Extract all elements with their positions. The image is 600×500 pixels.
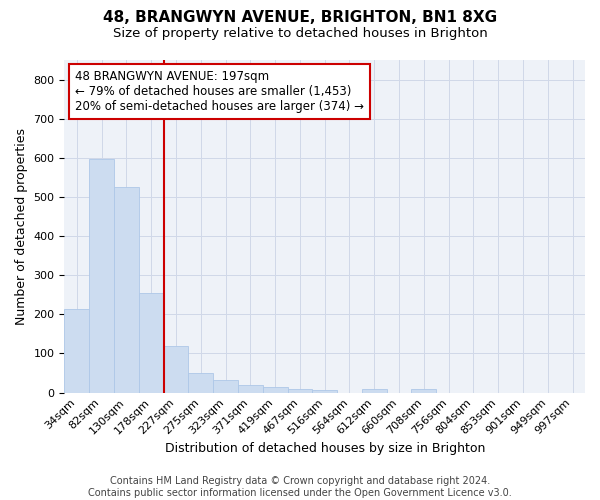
Bar bbox=[114, 187, 139, 392]
Bar bbox=[238, 385, 263, 392]
Bar bbox=[362, 390, 386, 392]
Bar bbox=[188, 373, 213, 392]
Bar bbox=[313, 390, 337, 392]
Bar bbox=[412, 390, 436, 392]
Text: 48 BRANGWYN AVENUE: 197sqm
← 79% of detached houses are smaller (1,453)
20% of s: 48 BRANGWYN AVENUE: 197sqm ← 79% of deta… bbox=[75, 70, 364, 113]
Bar bbox=[263, 386, 287, 392]
Bar bbox=[164, 346, 188, 393]
Text: Size of property relative to detached houses in Brighton: Size of property relative to detached ho… bbox=[113, 28, 487, 40]
Text: Contains HM Land Registry data © Crown copyright and database right 2024.
Contai: Contains HM Land Registry data © Crown c… bbox=[88, 476, 512, 498]
Bar bbox=[287, 388, 313, 392]
X-axis label: Distribution of detached houses by size in Brighton: Distribution of detached houses by size … bbox=[164, 442, 485, 455]
Bar bbox=[213, 380, 238, 392]
Bar bbox=[139, 293, 164, 392]
Y-axis label: Number of detached properties: Number of detached properties bbox=[15, 128, 28, 325]
Bar bbox=[89, 158, 114, 392]
Bar bbox=[64, 310, 89, 392]
Text: 48, BRANGWYN AVENUE, BRIGHTON, BN1 8XG: 48, BRANGWYN AVENUE, BRIGHTON, BN1 8XG bbox=[103, 10, 497, 25]
